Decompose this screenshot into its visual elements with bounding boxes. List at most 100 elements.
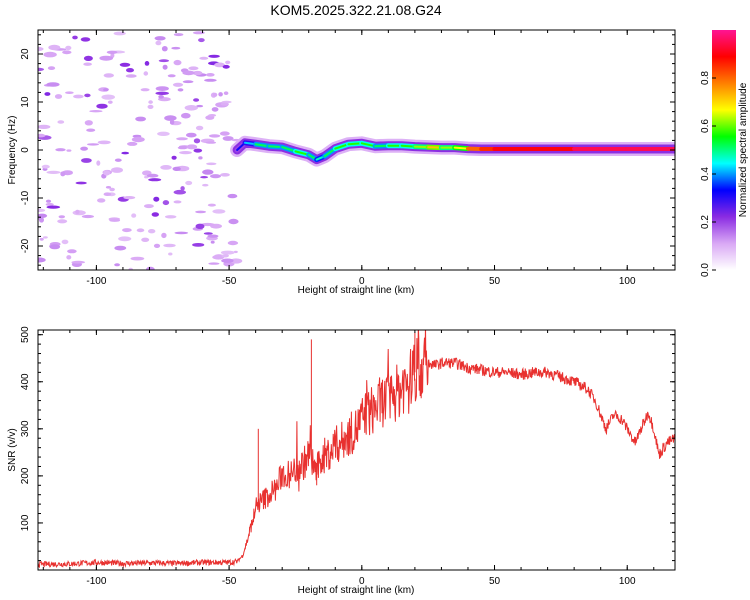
- noise-blob: [207, 203, 216, 207]
- snr-xlabel: Height of straight line (km): [298, 585, 415, 596]
- noise-blob: [146, 173, 159, 178]
- noise-blob: [39, 217, 44, 223]
- noise-blob: [220, 250, 235, 255]
- noise-blob: [123, 196, 136, 200]
- noise-blob: [210, 240, 215, 244]
- spectrogram-plot-area: [38, 31, 675, 270]
- noise-blob: [103, 73, 115, 78]
- x-tick-label: 100: [619, 276, 636, 287]
- noise-blob: [46, 170, 61, 174]
- noise-blob: [65, 91, 74, 94]
- noise-blob: [38, 133, 46, 138]
- noise-blob: [84, 120, 93, 126]
- noise-blob: [182, 80, 194, 84]
- noise-blob: [167, 74, 176, 78]
- noise-blob: [83, 55, 93, 62]
- snr-axes: -100 -50 0 50 100 100 200 300 400 500: [20, 326, 675, 587]
- noise-blob: [169, 119, 175, 125]
- snr-panel: -100 -50 0 50 100 100 200 300 400 500 Height of s…: [7, 326, 676, 596]
- noise-blob: [114, 263, 120, 267]
- noise-blob: [171, 46, 181, 50]
- noise-blob: [227, 240, 239, 246]
- noise-blob: [222, 136, 234, 141]
- noise-blob: [107, 100, 113, 104]
- noise-blob: [173, 189, 186, 195]
- noise-blob: [181, 112, 191, 119]
- y-tick-label: 400: [20, 373, 31, 390]
- noise-blob: [220, 173, 230, 177]
- noise-blob: [38, 257, 46, 263]
- spectrogram-xlabel: Height of straight line (km): [298, 285, 415, 296]
- noise-blob: [131, 213, 137, 218]
- noise-blob: [130, 256, 145, 261]
- noise-blob: [71, 260, 86, 264]
- noise-blob: [208, 114, 217, 117]
- noise-blob: [43, 236, 48, 239]
- noise-blob: [173, 200, 182, 204]
- noise-blob: [202, 183, 209, 187]
- noise-blob: [144, 204, 154, 209]
- noise-blob: [127, 141, 138, 146]
- noise-blob: [182, 70, 195, 76]
- noise-blob: [162, 200, 170, 206]
- noise-blob: [57, 120, 65, 124]
- noise-blob: [186, 132, 197, 138]
- x-tick-label: 0: [359, 576, 365, 587]
- colorbar-label: Normalized spectral amplitude: [738, 82, 749, 217]
- noise-blob: [45, 199, 52, 203]
- noise-blob: [66, 149, 72, 152]
- noise-blob: [185, 180, 193, 186]
- noise-blob: [161, 46, 168, 52]
- noise-blob: [81, 214, 94, 219]
- noise-blob: [177, 146, 188, 150]
- noise-blob: [109, 219, 121, 222]
- noise-blob: [126, 68, 134, 73]
- noise-blob: [193, 138, 201, 144]
- noise-blob: [200, 222, 215, 227]
- noise-blob: [60, 171, 66, 177]
- noise-blob: [199, 56, 209, 60]
- noise-blob: [221, 258, 234, 263]
- noise-blob: [147, 104, 154, 109]
- noise-blob: [228, 218, 239, 225]
- noise-blob: [206, 73, 215, 77]
- noise-blob: [103, 170, 111, 176]
- noise-blob: [131, 136, 145, 143]
- noise-blob: [207, 234, 219, 238]
- noise-blob: [38, 208, 46, 212]
- ridge-core: [453, 146, 469, 150]
- noise-blob: [173, 33, 184, 37]
- noise-blob: [62, 50, 72, 55]
- noise-blob: [212, 254, 225, 260]
- noise-blob: [106, 50, 118, 54]
- noise-blob: [57, 219, 68, 224]
- noise-blob: [83, 62, 92, 66]
- noise-blob: [43, 51, 57, 58]
- noise-blob: [208, 134, 221, 138]
- y-tick-label: -20: [20, 238, 31, 253]
- noise-blob: [101, 94, 115, 100]
- noise-blob: [148, 229, 156, 234]
- noise-blob: [164, 115, 177, 121]
- colorbar-tick-label: 0.0: [700, 263, 711, 277]
- noise-blob: [180, 186, 185, 191]
- noise-blob: [214, 62, 226, 68]
- noise-blob: [162, 64, 168, 70]
- noise-blob: [163, 243, 176, 248]
- noise-blob: [151, 212, 159, 217]
- x-tick-label: 0: [359, 276, 365, 287]
- y-tick-label: 200: [20, 467, 31, 484]
- noise-blob: [221, 254, 229, 258]
- noise-blob: [203, 232, 213, 235]
- spectrogram-ylabel: Frequency (Hz): [7, 116, 18, 185]
- noise-blob: [47, 66, 56, 70]
- noise-blob: [84, 93, 91, 98]
- snr-frame: [37, 329, 676, 571]
- noise-blob: [46, 82, 60, 87]
- noise-blob: [155, 40, 162, 46]
- noise-blob: [200, 176, 209, 179]
- noise-blob: [87, 143, 99, 146]
- noise-blob: [140, 88, 150, 92]
